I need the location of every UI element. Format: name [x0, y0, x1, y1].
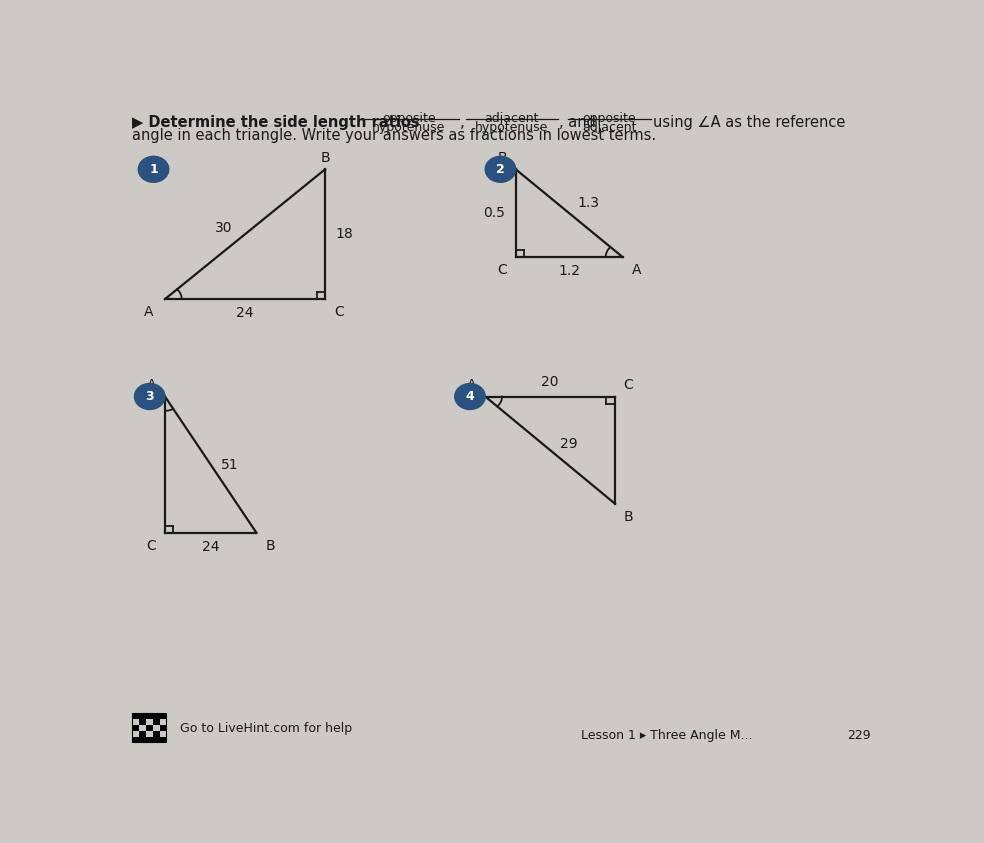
Text: ,: ,: [461, 115, 465, 131]
Text: 24: 24: [236, 306, 254, 320]
Text: ▶ Determine the side length ratios: ▶ Determine the side length ratios: [132, 115, 420, 131]
Text: 29: 29: [560, 437, 578, 450]
Text: A: A: [632, 263, 641, 277]
Bar: [139, 719, 146, 725]
Text: B: B: [497, 151, 507, 164]
Text: 51: 51: [221, 458, 238, 472]
Text: , and: , and: [559, 115, 596, 131]
Circle shape: [485, 156, 516, 182]
Text: opposite: opposite: [583, 111, 637, 125]
Text: C: C: [497, 263, 507, 277]
Text: hypotenuse: hypotenuse: [372, 121, 446, 134]
Text: Lesson 1 ▸ Three Angle M...: Lesson 1 ▸ Three Angle M...: [581, 729, 752, 743]
Bar: [159, 737, 166, 743]
Bar: [146, 713, 153, 719]
Text: adjacent: adjacent: [485, 111, 539, 125]
Text: 1.3: 1.3: [578, 196, 599, 211]
Text: C: C: [624, 378, 634, 392]
Text: C: C: [147, 539, 156, 553]
Text: 0.5: 0.5: [483, 207, 506, 220]
Text: using ∠A as the reference: using ∠A as the reference: [653, 115, 845, 131]
Bar: [139, 713, 146, 719]
Text: 1: 1: [150, 163, 157, 176]
Text: 20: 20: [541, 375, 559, 389]
Text: angle in each triangle. Write your answers as fractions in lowest terms.: angle in each triangle. Write your answe…: [132, 128, 656, 143]
Text: B: B: [266, 539, 275, 553]
Text: 4: 4: [465, 390, 474, 403]
Text: A: A: [147, 378, 156, 392]
Bar: [159, 713, 166, 719]
Text: opposite: opposite: [382, 111, 436, 125]
Bar: [153, 737, 159, 743]
Bar: [132, 713, 166, 743]
Text: A: A: [144, 305, 153, 319]
Text: 30: 30: [215, 221, 232, 234]
Bar: [132, 725, 139, 731]
Bar: [146, 725, 153, 731]
Text: adjacent: adjacent: [583, 121, 637, 134]
Text: B: B: [320, 151, 330, 164]
Bar: [139, 737, 146, 743]
Circle shape: [455, 384, 485, 410]
Text: hypotenuse: hypotenuse: [475, 121, 549, 134]
Text: 3: 3: [146, 390, 154, 403]
Text: B: B: [624, 509, 634, 524]
Text: Go to LiveHint.com for help: Go to LiveHint.com for help: [180, 722, 352, 735]
Bar: [153, 731, 159, 737]
Text: C: C: [334, 305, 343, 319]
Text: 2: 2: [496, 163, 505, 176]
Bar: [132, 737, 139, 743]
Text: 24: 24: [202, 540, 219, 554]
Text: 229: 229: [847, 729, 871, 743]
Bar: [132, 713, 139, 719]
Circle shape: [138, 156, 169, 182]
Bar: [146, 737, 153, 743]
Circle shape: [135, 384, 165, 410]
Bar: [139, 731, 146, 737]
Bar: [153, 713, 159, 719]
Bar: [159, 725, 166, 731]
Text: 1.2: 1.2: [558, 264, 581, 278]
Text: A: A: [466, 378, 476, 392]
Text: 18: 18: [336, 228, 353, 241]
Bar: [153, 719, 159, 725]
